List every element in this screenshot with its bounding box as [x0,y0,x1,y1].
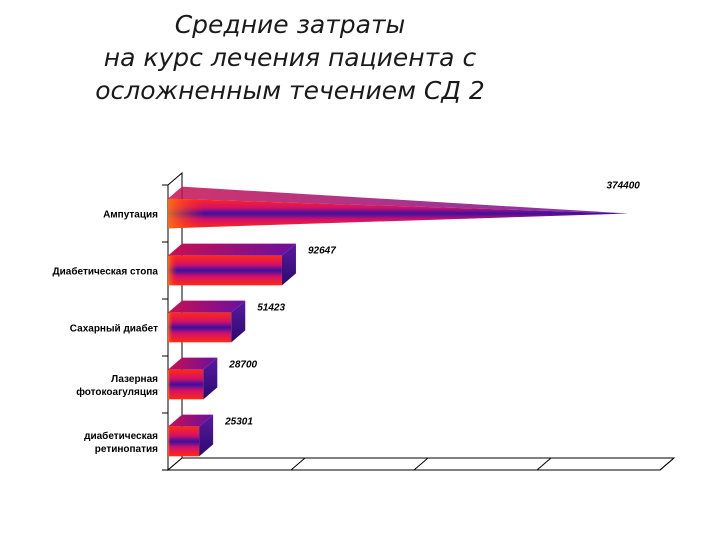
title-line-1: Средние затраты [174,10,406,39]
bar-highlight [168,255,282,286]
category-label-2: Диабетическая стопа [53,266,159,278]
bar-top [168,300,246,313]
bar-5 [168,414,214,457]
value-label-1: 374400 [607,181,641,192]
title-line-3: осложненным течением СД 2 [95,76,485,105]
value-label-5: 25301 [224,417,253,428]
bar-1 [168,186,629,229]
bar-side [231,300,246,343]
category-label-line: Лазерная [111,374,158,385]
value-tick [290,457,306,471]
bar-top [168,357,218,370]
category-label-line: фотокоагуляция [76,386,158,398]
bar-top [168,243,296,256]
category-label-line: Сахарный диабет [70,323,158,335]
bar-side [203,357,218,400]
value-label-3: 51423 [257,303,285,314]
bar-top [168,186,629,214]
category-label-1: Ампутация [103,210,158,221]
category-label-line: Диабетическая стопа [53,266,159,278]
category-label-line: диабетическая [84,430,158,442]
title-line-2: на курс лечения пациента с [103,43,477,72]
bar-top [168,414,214,427]
value-label-4: 28700 [228,360,257,371]
category-label-5: диабетическая ретинопатия [84,430,158,455]
category-label-line: ретинопатия [95,444,158,455]
category-label-line: Ампутация [103,210,158,221]
bar-highlight [168,369,204,400]
bar-side [281,243,296,286]
value-tick [659,457,675,471]
bar-highlight [168,198,629,229]
category-label-4: Лазерная фотокоагуляция [76,374,158,398]
bar-4 [168,357,218,400]
bar-2 [168,243,296,286]
value-label-2: 92647 [308,246,336,257]
category-label-3: Сахарный диабет [70,323,158,335]
page-title: Средние затраты на курс лечения пациента… [80,8,500,107]
chart-labels: 374400 Ампутация 92647 Диабетическая стопа 5… [53,181,641,455]
bar-highlight [168,312,232,343]
bar-highlight [168,426,200,457]
value-tick [536,457,552,471]
chart-bars [168,186,629,457]
bar-side [199,414,214,457]
value-tick [413,457,429,471]
bar-3 [168,300,246,343]
